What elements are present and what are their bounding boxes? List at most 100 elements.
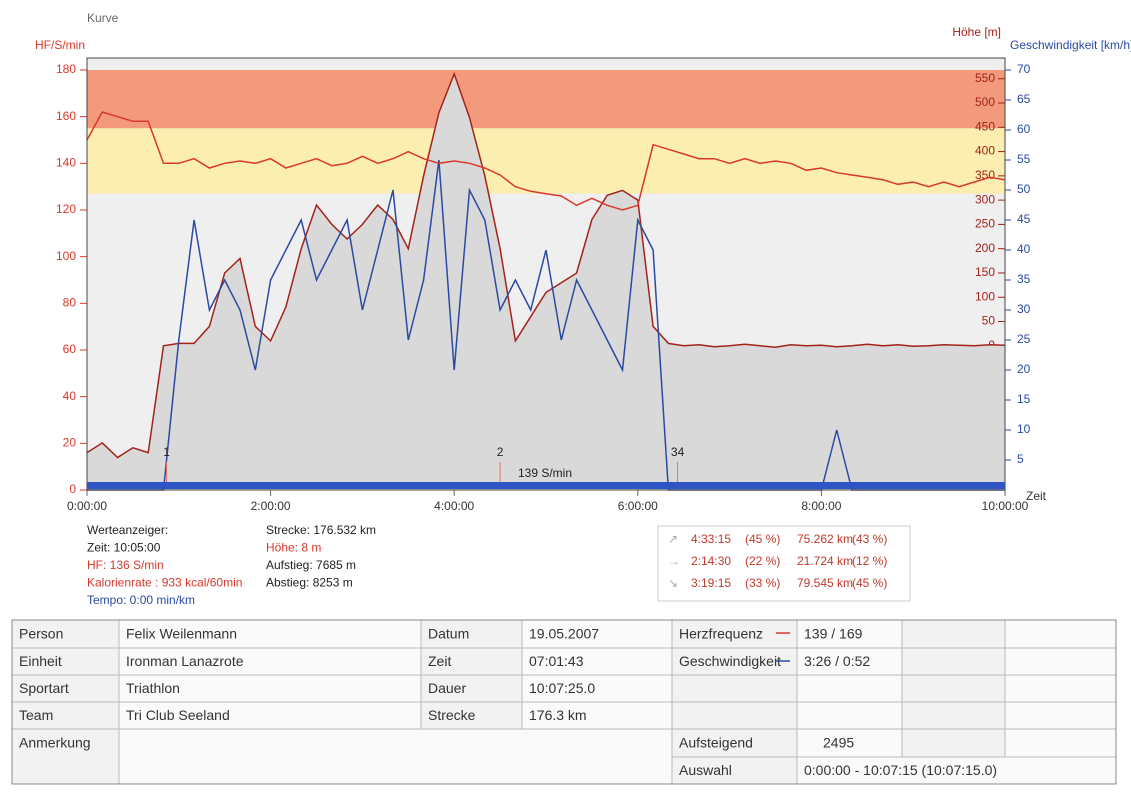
y3-tick-label: 15 <box>1017 392 1031 406</box>
y3-tick-label: 45 <box>1017 212 1031 226</box>
table-cell <box>671 756 798 785</box>
y-tick-label: 140 <box>56 156 76 170</box>
table-cell <box>521 619 673 649</box>
info-line: Strecke: 176.532 km <box>266 523 376 537</box>
info-line: Zeit: 10:05:00 <box>87 541 161 555</box>
table-text: Person <box>19 626 63 642</box>
table-text: Auswahl <box>679 762 732 778</box>
y2-tick-label: 250 <box>975 217 995 231</box>
y3-tick-label: 60 <box>1017 122 1031 136</box>
hr-zone <box>87 128 1005 194</box>
table-cell <box>118 674 422 703</box>
table-text: Team <box>19 707 53 723</box>
table-cell <box>901 701 1006 730</box>
table-frame <box>11 619 1117 785</box>
y2-tick-label: 50 <box>982 314 996 328</box>
table-text: Triathlon <box>126 680 180 696</box>
info-line: Kalorienrate : 933 kcal/60min <box>87 576 242 590</box>
y3-tick-label: 50 <box>1017 182 1031 196</box>
table-cell <box>671 728 798 758</box>
table-text: 2495 <box>823 735 854 751</box>
table-text: 3:26 / 0:52 <box>804 653 870 669</box>
y-axis-label: HF/S/min <box>35 38 85 52</box>
x-tick-label: 0:00:00 <box>67 499 107 513</box>
chart: Kurve HF/S/min Höhe [m] Geschwindigkeit … <box>35 11 1131 513</box>
table-text: Tri Club Seeland <box>126 707 230 723</box>
series-line <box>86 71 1006 459</box>
x-tick-label: 4:00:00 <box>434 499 474 513</box>
table-cell <box>796 701 903 730</box>
summary-cell: 3:19:15 <box>691 576 731 590</box>
table-text: Anmerkung <box>19 735 91 751</box>
summary-cell: 2:14:30 <box>691 554 731 568</box>
summary-cell: (43 %) <box>852 532 887 546</box>
table-text: 139 / 169 <box>804 626 863 642</box>
series-area <box>87 73 1005 491</box>
y3-tick-label: 55 <box>1017 152 1031 166</box>
arrow-down: ↘ <box>668 576 678 590</box>
y3-tick-label: 20 <box>1017 362 1031 376</box>
y2-tick-label: 400 <box>975 144 995 158</box>
summary-box <box>657 525 911 602</box>
table-text: Ironman Lanazrote <box>126 653 244 669</box>
y-tick-label: 180 <box>56 62 76 76</box>
arrow-flat: → <box>668 554 680 568</box>
table-cell <box>521 674 673 703</box>
annotation: 139 S/min <box>518 466 572 480</box>
info-table: Person Felix Weilenmann Datum 19.05.2007 Her… <box>11 619 1117 785</box>
y-tick-label: 120 <box>56 202 76 216</box>
summary-cell: (12 %) <box>852 554 887 568</box>
series-line <box>86 111 1006 211</box>
y-tick-label: 60 <box>63 342 77 356</box>
table-cell <box>1004 701 1117 730</box>
table-cell <box>1004 619 1117 649</box>
x-tick-label: 6:00:00 <box>618 499 658 513</box>
info-panel: ↗ → ↘ Werteanzeiger: Zeit: 10:05:00 HF: 13… <box>87 523 911 607</box>
table-text: 07:01:43 <box>529 653 584 669</box>
y2-tick-label: 200 <box>975 241 995 255</box>
y-tick-label: 40 <box>63 389 77 403</box>
table-cell <box>796 619 903 649</box>
y2-tick-label: 100 <box>975 289 995 303</box>
y3-tick-label: 30 <box>1017 302 1031 316</box>
y3-tick-label: 40 <box>1017 242 1031 256</box>
y2-tick-label: 350 <box>975 168 995 182</box>
info-line: Tempo: 0:00 min/km <box>87 593 195 607</box>
table-text: 0:00:00 - 10:07:15 (10:07:15.0) <box>804 762 997 778</box>
y-tick-label: 20 <box>63 436 77 450</box>
info-line: Höhe: 8 m <box>266 541 321 555</box>
y2-tick-label: 550 <box>975 71 995 85</box>
summary-cell: 21.724 km <box>797 554 853 568</box>
arrow-up: ↗ <box>668 532 678 546</box>
table-cell <box>796 728 903 758</box>
table-cell <box>1004 728 1117 758</box>
summary-cell: (22 %) <box>745 554 780 568</box>
table-text: 19.05.2007 <box>529 626 599 642</box>
table-text: Sportart <box>19 680 69 696</box>
table-text: 10:07:25.0 <box>529 680 595 696</box>
plot-frame <box>86 57 1006 491</box>
table-text: Datum <box>428 626 469 642</box>
cadence-bar <box>87 482 1005 489</box>
table-text: 176.3 km <box>529 707 587 723</box>
x-tick-label: 10:00:00 <box>982 499 1029 513</box>
x-tick-label: 2:00:00 <box>251 499 291 513</box>
chart-title: Kurve <box>87 11 119 25</box>
y-tick-label: 80 <box>63 296 77 310</box>
table-cell <box>796 756 1117 785</box>
table-cell <box>521 701 673 730</box>
lap-label: 2 <box>497 445 504 459</box>
table-text: Strecke <box>428 707 476 723</box>
info-line: HF: 136 S/min <box>87 558 164 572</box>
x-axis-label: Zeit <box>1026 489 1047 503</box>
info-line: Werteanzeiger: <box>87 523 168 537</box>
summary-cell: (33 %) <box>745 576 780 590</box>
table-text: Einheit <box>19 653 62 669</box>
y2-tick-label: 500 <box>975 95 995 109</box>
table-cell <box>901 728 1006 758</box>
y-tick-label: 100 <box>56 249 76 263</box>
table-cell <box>796 674 903 703</box>
table-text: Aufsteigend <box>679 735 753 751</box>
table-cell <box>1004 647 1117 676</box>
